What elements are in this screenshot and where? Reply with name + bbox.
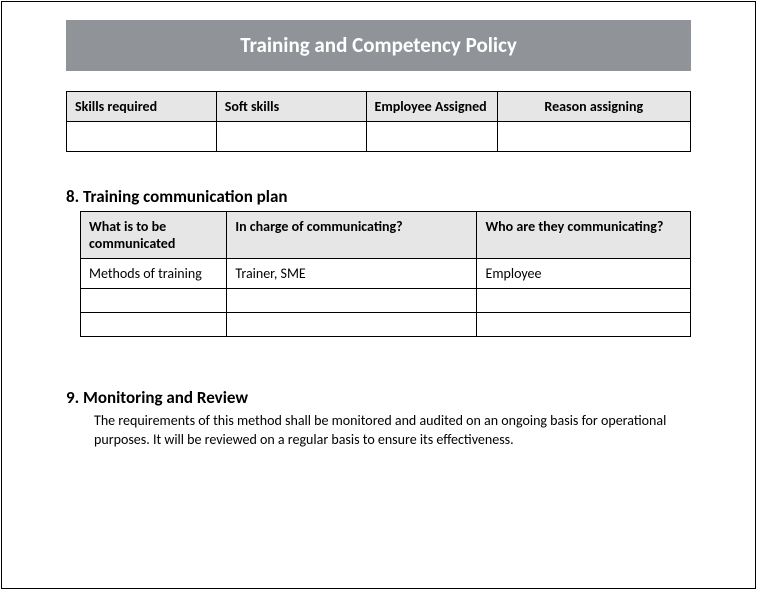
- table-header-row: What is to be communicated In charge of …: [81, 212, 691, 259]
- policy-title-banner: Training and Competency Policy: [66, 20, 691, 71]
- cell: [67, 122, 217, 152]
- col-in-charge: In charge of communicating?: [227, 212, 477, 259]
- col-soft-skills: Soft skills: [216, 92, 366, 122]
- cell: [227, 289, 477, 313]
- col-what-communicated: What is to be communicated: [81, 212, 227, 259]
- cell: [477, 289, 691, 313]
- table-row: [81, 289, 691, 313]
- col-reason-assigning: Reason assigning: [497, 92, 690, 122]
- communication-plan-table: What is to be communicated In charge of …: [80, 211, 691, 337]
- table-row: [81, 313, 691, 337]
- cell: [81, 313, 227, 337]
- cell: [477, 313, 691, 337]
- table-header-row: Skills required Soft skills Employee Ass…: [67, 92, 691, 122]
- cell: [227, 313, 477, 337]
- col-skills-required: Skills required: [67, 92, 217, 122]
- cell: [216, 122, 366, 152]
- cell: [81, 289, 227, 313]
- cell: [497, 122, 690, 152]
- cell: Employee: [477, 259, 691, 289]
- skills-table: Skills required Soft skills Employee Ass…: [66, 91, 691, 152]
- cell: Trainer, SME: [227, 259, 477, 289]
- col-employee-assigned: Employee Assigned: [366, 92, 497, 122]
- section-9-heading: 9. Monitoring and Review: [66, 387, 691, 408]
- section-9-body: The requirements of this method shall be…: [94, 412, 691, 450]
- table-row: [67, 122, 691, 152]
- cell: [366, 122, 497, 152]
- document-page: Training and Competency Policy Skills re…: [1, 1, 756, 589]
- section-8-heading: 8. Training communication plan: [66, 186, 691, 207]
- table-row: Methods of training Trainer, SME Employe…: [81, 259, 691, 289]
- cell: Methods of training: [81, 259, 227, 289]
- policy-title: Training and Competency Policy: [240, 32, 517, 58]
- col-who-communicating: Who are they communicating?: [477, 212, 691, 259]
